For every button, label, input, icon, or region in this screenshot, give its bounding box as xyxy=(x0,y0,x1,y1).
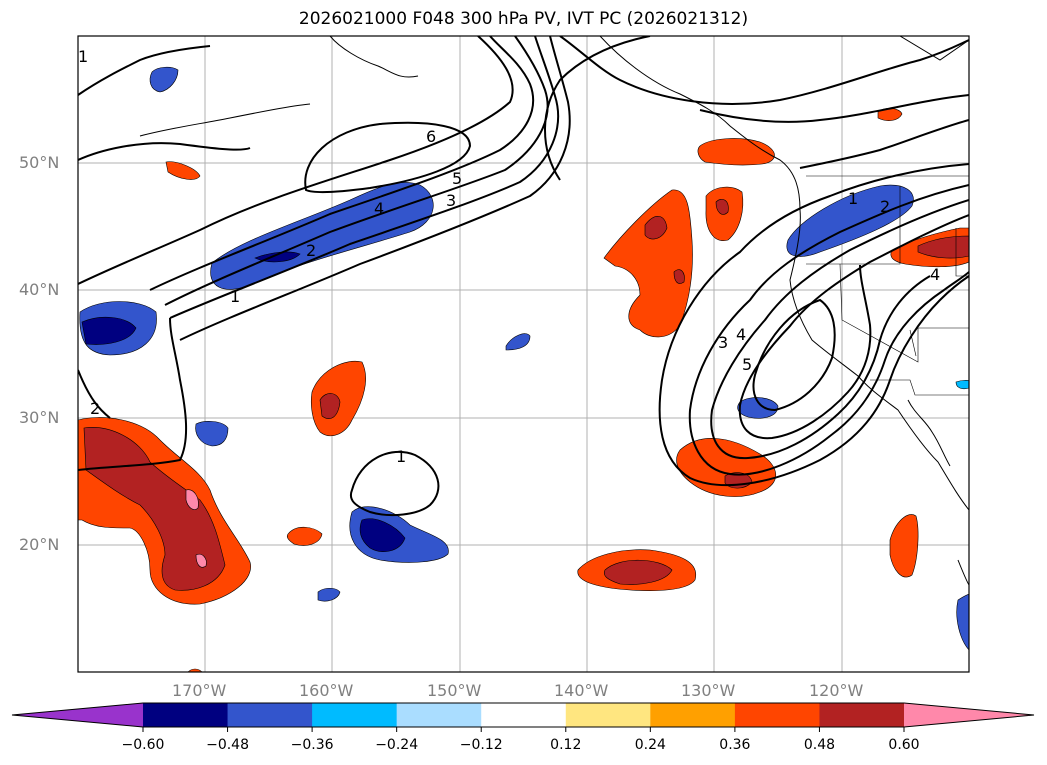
lon-label: 140°W xyxy=(554,681,609,700)
contour-label: 3 xyxy=(446,191,456,210)
contour-label: 2 xyxy=(880,197,890,216)
colorbar-segment xyxy=(650,703,736,727)
contour-label: 1 xyxy=(396,447,406,466)
colorbar-segment xyxy=(481,703,567,727)
contour-label: 2 xyxy=(90,399,100,418)
colorbar-segment xyxy=(734,703,820,727)
contour-labels: 6 5 4 3 2 1 1 2 1 3 4 5 1 2 4 xyxy=(78,47,940,466)
colorbar-tick-label: −0.12 xyxy=(459,737,503,753)
colorbar-extend-min xyxy=(12,703,143,727)
coastlines xyxy=(139,36,969,586)
lon-label: 150°W xyxy=(427,681,482,700)
colorbar-segment xyxy=(143,703,229,727)
contour-label: 3 xyxy=(718,333,728,352)
contour-label: 5 xyxy=(452,169,462,188)
colorbar-segment xyxy=(396,703,482,727)
colorbar-tick-label: −0.60 xyxy=(121,737,165,753)
map-title: 2026021000 F048 300 hPa PV, IVT PC (2026… xyxy=(298,9,749,29)
colorbar-segment xyxy=(565,703,651,727)
colorbar-tick-label: 0.48 xyxy=(803,737,836,753)
colorbar-segment xyxy=(819,703,905,727)
colorbar-tick-label: −0.48 xyxy=(206,737,249,753)
lat-label: 50°N xyxy=(19,153,60,172)
contour-label: 1 xyxy=(230,287,240,306)
contour-label: 6 xyxy=(426,127,436,146)
colorbar-segment xyxy=(227,703,313,727)
map-frame xyxy=(77,35,970,673)
contour-label: 4 xyxy=(736,325,746,344)
contour-label: 2 xyxy=(306,241,316,260)
ivt-contours xyxy=(78,36,969,517)
contour-label: 1 xyxy=(848,189,858,208)
colorbar-tick-label: 0.24 xyxy=(634,737,666,753)
colorbar-tick-label: −0.24 xyxy=(375,737,419,753)
lon-label: 120°W xyxy=(809,681,864,700)
lat-label: 20°N xyxy=(19,535,60,554)
colorbar-extend-max xyxy=(904,703,1034,727)
pv-positive-anomalies xyxy=(78,108,969,672)
contour-label: 5 xyxy=(742,355,752,374)
lat-label: 40°N xyxy=(19,280,60,299)
lat-label: 30°N xyxy=(19,408,60,427)
contour-label: 4 xyxy=(374,199,384,218)
colorbar-tick-label: −0.36 xyxy=(290,737,334,753)
map-panel: 6 5 4 3 2 1 1 2 1 3 4 5 1 2 4 xyxy=(77,35,970,673)
lon-label: 160°W xyxy=(299,681,354,700)
lon-label: 170°W xyxy=(172,681,227,700)
colorbar-segment xyxy=(312,703,398,727)
lon-label: 130°W xyxy=(681,681,736,700)
colorbar-tick-label: 0.60 xyxy=(888,737,920,753)
colorbar-tick-label: 0.12 xyxy=(550,737,582,753)
colorbar-tick-label: 0.36 xyxy=(719,737,751,753)
contour-label: 1 xyxy=(78,47,88,66)
contour-label: 4 xyxy=(930,265,940,284)
